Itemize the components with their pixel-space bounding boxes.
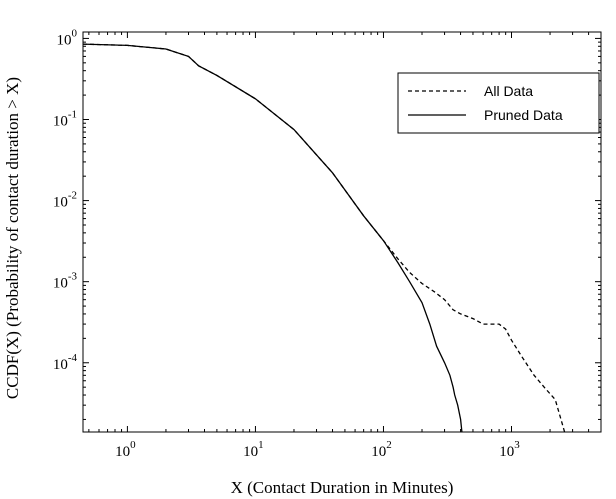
y-tick-label: 100 — [57, 27, 78, 48]
x-axis-title: X (Contact Duration in Minutes) — [231, 478, 454, 497]
x-tick-label: 101 — [243, 439, 263, 460]
legend: All Data Pruned Data — [397, 72, 600, 134]
series-line-pruned-data — [83, 43, 463, 432]
x-tick-label: 100 — [115, 439, 136, 460]
y-tick-label: 10-1 — [53, 109, 77, 130]
x-tick-label: 102 — [371, 439, 392, 460]
x-tick-label: 103 — [499, 439, 520, 460]
y-tick-label: 10-3 — [53, 271, 78, 292]
y-axis-title: CCDF(X) (Probability of contact duration… — [3, 77, 22, 399]
legend-box — [397, 72, 600, 134]
y-tick-label: 10-4 — [53, 352, 78, 373]
y-tick-label: 10-2 — [53, 190, 77, 211]
legend-label: All Data — [484, 83, 533, 99]
legend-label: Pruned Data — [484, 107, 563, 123]
plot-frame — [82, 31, 602, 433]
